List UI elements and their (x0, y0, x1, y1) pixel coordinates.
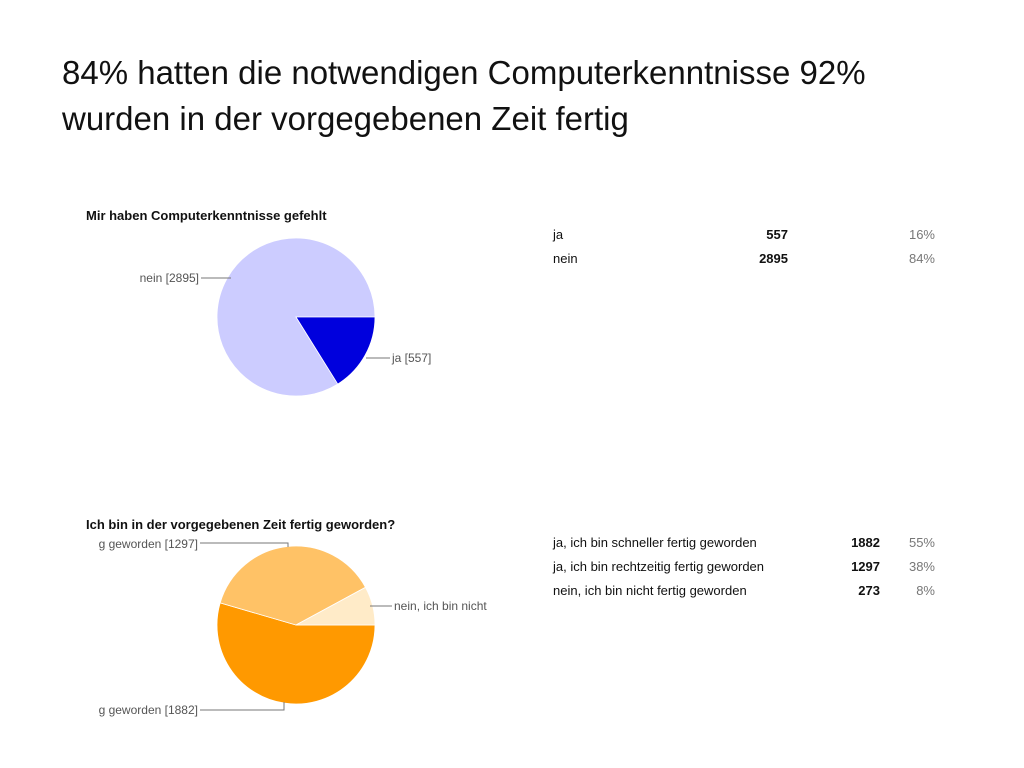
chart-2-callout-label-2: g geworden [1297] (99, 537, 198, 551)
chart-2-table: ja, ich bin schneller fertig geworden 18… (553, 530, 935, 602)
chart-2-pie: g geworden [1882] g geworden [1297] nein, … (99, 537, 488, 717)
chart-1-row-1-label: ja (553, 226, 564, 242)
chart-2-callout-line-2 (200, 542, 289, 547)
chart-1-pie: nein [2895] ja [557] (140, 237, 431, 397)
chart-1-title: Mir haben Computerkenntnisse gefehlt (86, 208, 327, 223)
table-row: nein, ich bin nicht fertig geworden 273 … (553, 578, 935, 602)
chart-2-row-1-percent: 55% (908, 534, 935, 550)
chart-2-row-1-label: ja, ich bin schneller fertig geworden (553, 534, 757, 550)
chart-1-row-2-count: 2895 (759, 250, 788, 266)
chart-2-title: Ich bin in der vorgegebenen Zeit fertig … (86, 517, 396, 532)
chart-1-row-2-label: nein (553, 250, 578, 266)
slide-title: 84% hatten die notwendigen Computerkennt… (62, 50, 982, 142)
chart-2-callout-label-1: g geworden [1882] (99, 703, 198, 717)
chart-2-slice-1 (216, 602, 376, 705)
chart-1-table: ja 557 16% nein 2895 84% (553, 222, 935, 270)
chart-2-callout-line-1 (200, 702, 285, 711)
slide-title-line-2: wurden in der vorgegebenen Zeit fertig (62, 100, 629, 137)
table-row: ja 557 16% (553, 222, 935, 246)
chart-2-row-2-label: ja, ich bin rechtzeitig fertig geworden (553, 558, 765, 574)
chart-2-callout-label-3: nein, ich bin nicht (394, 599, 487, 613)
table-row: nein 2895 84% (553, 246, 935, 270)
chart-1-row-1-percent: 16% (908, 226, 935, 242)
chart-1-slice-2 (295, 316, 376, 385)
chart-1-row-1-count: 557 (766, 226, 788, 242)
chart-2-row-3-label: nein, ich bin nicht fertig geworden (553, 582, 747, 598)
table-row: ja, ich bin rechtzeitig fertig geworden … (553, 554, 935, 578)
chart-1-row-2-percent: 84% (908, 250, 935, 266)
chart-1-callout-label-1: nein [2895] (140, 271, 199, 285)
table-row: ja, ich bin schneller fertig geworden 18… (553, 530, 935, 554)
slide-title-line-1: 84% hatten die notwendigen Computerkennt… (62, 54, 866, 91)
chart-2-row-2-count: 1297 (851, 558, 880, 574)
chart-2-row-3-percent: 8% (916, 582, 935, 598)
chart-1-callout-label-2: ja [557] (391, 351, 431, 365)
chart-2-row-2-percent: 38% (908, 558, 935, 574)
chart-2-row-1-count: 1882 (851, 534, 880, 550)
chart-2-row-3-count: 273 (858, 582, 880, 598)
